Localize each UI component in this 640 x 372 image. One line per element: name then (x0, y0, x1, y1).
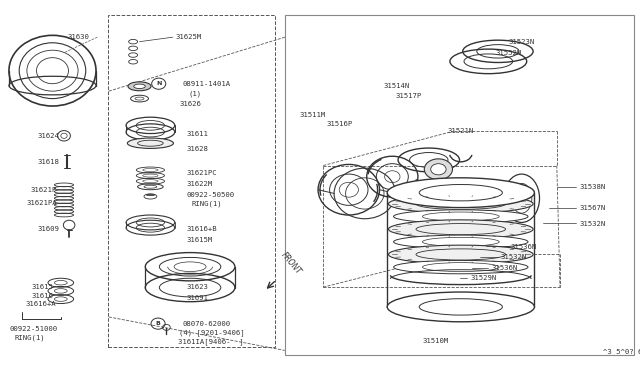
Ellipse shape (127, 138, 173, 148)
Text: 31623: 31623 (187, 284, 209, 290)
Text: 31691: 31691 (187, 295, 209, 301)
Text: 31615: 31615 (32, 284, 54, 290)
Text: N: N (156, 81, 161, 86)
Ellipse shape (134, 84, 145, 89)
Text: 31630: 31630 (67, 34, 89, 40)
Ellipse shape (128, 82, 151, 91)
Text: 31517P: 31517P (396, 93, 422, 99)
Text: (4) [9201-9406]: (4) [9201-9406] (179, 330, 245, 336)
Text: 31628: 31628 (187, 146, 209, 152)
Text: (1): (1) (189, 90, 202, 97)
Ellipse shape (394, 235, 528, 248)
Ellipse shape (424, 159, 452, 180)
Text: 31536N: 31536N (492, 265, 518, 271)
Text: 31510M: 31510M (422, 339, 449, 344)
Text: RING(1): RING(1) (14, 334, 45, 341)
Text: 31625M: 31625M (176, 34, 202, 40)
Text: 31521N: 31521N (448, 128, 474, 134)
Text: 31552N: 31552N (496, 50, 522, 56)
Text: 31532N: 31532N (579, 221, 605, 227)
Text: 3161IA[9406-  ]: 3161IA[9406- ] (178, 338, 244, 345)
Text: 31611: 31611 (187, 131, 209, 137)
Text: 08911-1401A: 08911-1401A (182, 81, 230, 87)
Text: 31567N: 31567N (579, 205, 605, 211)
Bar (108, 15, 275, 347)
Text: 31616+A: 31616+A (26, 301, 56, 307)
Text: 31514N: 31514N (384, 83, 410, 89)
Ellipse shape (431, 164, 446, 175)
Text: 31538N: 31538N (579, 184, 605, 190)
Ellipse shape (388, 245, 533, 264)
Text: 00922-51000: 00922-51000 (10, 326, 58, 332)
Ellipse shape (388, 220, 533, 238)
Text: 31621PC: 31621PC (187, 170, 218, 176)
Text: 31621P: 31621P (31, 187, 57, 193)
Text: 31618: 31618 (37, 159, 59, 165)
Text: 31621PA: 31621PA (27, 200, 58, 206)
Ellipse shape (394, 260, 528, 274)
Ellipse shape (394, 210, 528, 223)
Text: 00922-50500: 00922-50500 (187, 192, 235, 198)
Text: 31622M: 31622M (187, 181, 213, 187)
Text: B: B (156, 321, 161, 326)
Text: RING(1): RING(1) (191, 201, 222, 207)
Text: 31615M: 31615M (187, 237, 213, 243)
Text: ^3 5^0? 6: ^3 5^0? 6 (603, 349, 640, 355)
Text: FRONT: FRONT (280, 250, 303, 276)
Text: 31616+B: 31616+B (187, 226, 218, 232)
Text: 31529N: 31529N (470, 275, 497, 281)
Ellipse shape (388, 195, 533, 213)
Text: 08070-62000: 08070-62000 (182, 321, 230, 327)
Text: 31626: 31626 (179, 101, 201, 107)
Ellipse shape (387, 292, 534, 322)
Text: 31624: 31624 (37, 133, 59, 139)
Text: 31536N: 31536N (511, 244, 537, 250)
Bar (285, 15, 634, 355)
Ellipse shape (387, 178, 534, 208)
Text: 31609: 31609 (37, 226, 59, 232)
Text: 31511M: 31511M (300, 112, 326, 118)
Text: 31523N: 31523N (509, 39, 535, 45)
Text: 31532N: 31532N (500, 254, 527, 260)
Text: 31516P: 31516P (326, 121, 353, 126)
Text: 31616: 31616 (32, 293, 54, 299)
